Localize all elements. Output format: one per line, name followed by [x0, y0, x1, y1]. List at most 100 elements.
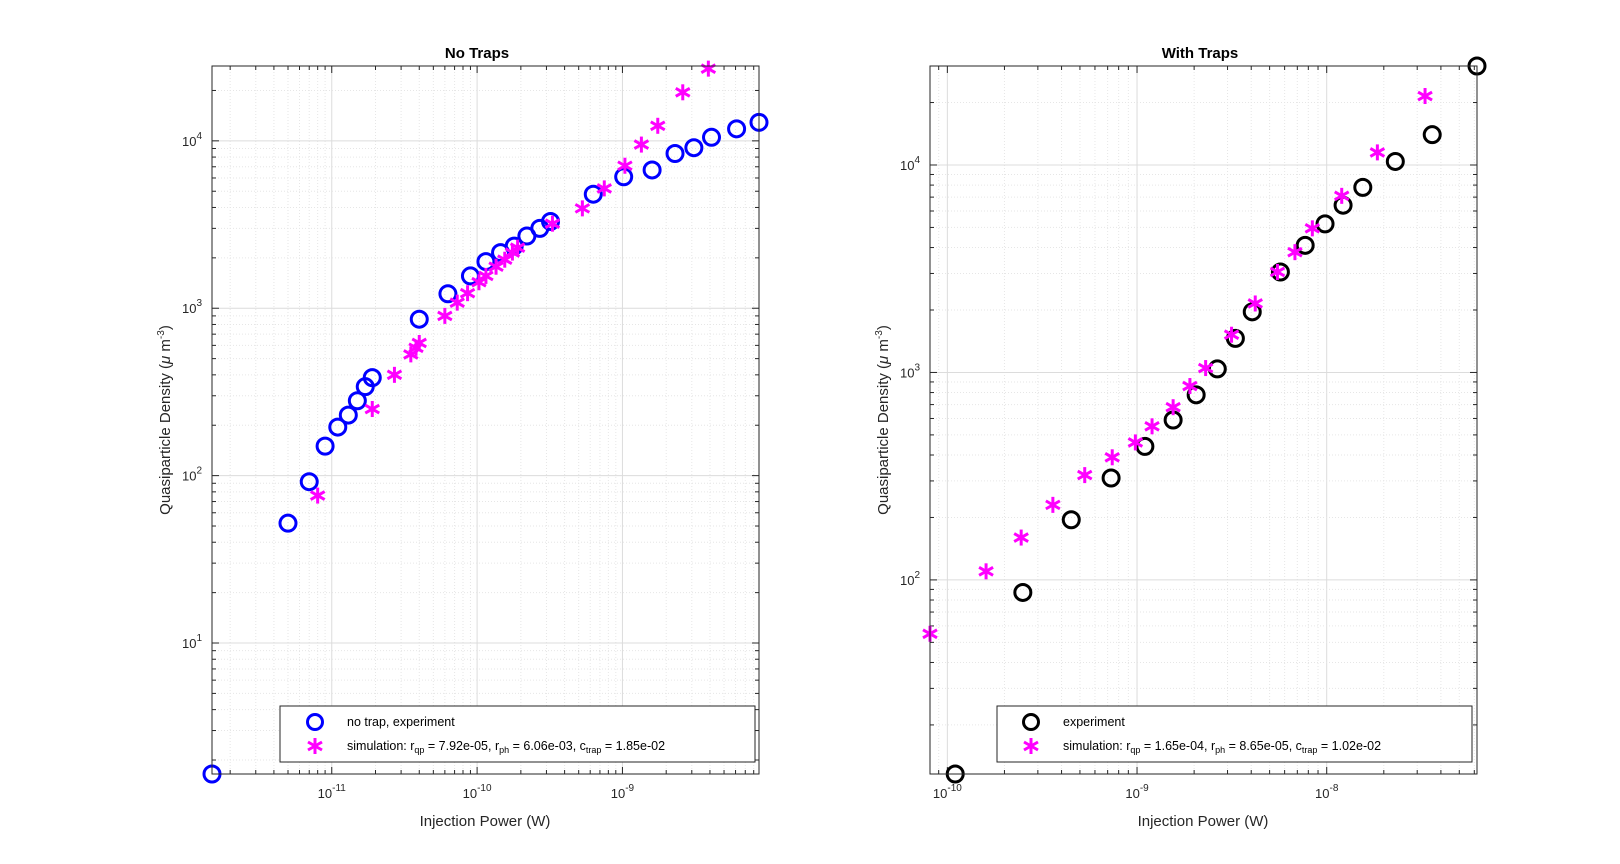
x-tick-label: 10-8 — [1315, 783, 1339, 801]
simulation-data-point — [449, 294, 465, 311]
experiment-data-point — [1295, 235, 1315, 255]
experiment-data-point — [1186, 385, 1206, 405]
plot-area — [930, 66, 1477, 774]
plot-frame — [929, 65, 1478, 775]
legend-sim-rqp-value: = 1.65e-04, r — [1140, 739, 1215, 753]
y-tick-label: 104 — [182, 131, 202, 149]
simulation-data-point — [478, 267, 494, 284]
simulation-data-point — [1104, 449, 1120, 466]
legend-sim-sub-qp: qp — [1130, 745, 1140, 755]
legend-label-experiment: experiment — [1063, 715, 1125, 729]
y-axis-label: Quasiparticle Density (μ m-3) — [874, 325, 892, 515]
experiment-data-point — [1422, 125, 1442, 145]
legend-sim-sub-ph: ph — [499, 745, 509, 755]
legend-circle-marker — [1022, 713, 1040, 731]
simulation-data-point — [1247, 295, 1263, 312]
simulation-data-point — [364, 401, 381, 418]
chart-no-traps: No Traps 10-11 10-10 10-9 101 102 103 104 Inje… — [156, 45, 769, 830]
simulation-data-point — [459, 285, 476, 302]
axis-ticks: 10-10 10-9 10-8 102 103 104 — [900, 65, 1477, 801]
legend: no trap, experiment simulation: rqp = 7.… — [279, 705, 756, 763]
y-axis-label-close: ) — [157, 325, 174, 330]
y-axis-label-close: ) — [875, 325, 892, 330]
legend: experiment simulation: rqp = 1.65e-04, r… — [996, 705, 1473, 763]
simulation-data-point — [1013, 529, 1029, 546]
experiment-data-point — [1101, 468, 1121, 488]
legend-sim-prefix: simulation: r — [1063, 739, 1130, 753]
simulation-data-point — [574, 200, 591, 217]
legend-box — [279, 705, 756, 763]
legend-circle-marker — [306, 713, 324, 731]
simulation-data-point — [1223, 326, 1240, 343]
legend-sim-rph-value: = 6.06e-03, c — [509, 739, 586, 753]
plot-frame — [211, 65, 760, 775]
simulation-data-point — [1127, 434, 1144, 451]
x-tick-label: 10-10 — [933, 783, 962, 801]
simulation-data-point — [596, 180, 613, 197]
legend-asterisk-marker — [307, 738, 323, 754]
chart-title: No Traps — [445, 45, 509, 62]
experiment-data-point — [362, 368, 382, 388]
simulation-data-point — [978, 563, 994, 580]
legend-sim-ctrap-value: = 1.85e-02 — [601, 739, 665, 753]
legend-asterisk-marker — [1023, 738, 1039, 754]
y-axis-label-mu: μ — [157, 356, 174, 365]
experiment-data-point — [1385, 151, 1405, 171]
y-axis-label-exp: -3 — [156, 330, 167, 339]
experiment-data-point — [409, 309, 429, 329]
simulation-data-point — [1076, 467, 1093, 484]
legend-sim-sub-ph: ph — [1215, 745, 1225, 755]
experiment-data-point — [299, 472, 319, 492]
plot-area — [212, 66, 759, 774]
simulation-data-point — [509, 239, 526, 256]
experiment-data-point — [727, 119, 747, 139]
y-axis-label-unit: m — [875, 339, 892, 356]
legend-sim-rph-value: = 8.65e-05, c — [1225, 739, 1302, 753]
x-tick-label: 10-9 — [1125, 783, 1149, 801]
legend-label-simulation: simulation: rqp = 7.92e-05, rph = 6.06e-… — [347, 739, 665, 755]
simulation-data-point — [650, 117, 666, 134]
experiment-data-point — [1013, 582, 1033, 602]
experiment-data-point — [328, 417, 348, 437]
data-series — [922, 56, 1487, 784]
y-axis-label: Quasiparticle Density (μ m-3) — [156, 325, 174, 515]
simulation-data-point — [1197, 360, 1214, 377]
legend-label-experiment: no trap, experiment — [347, 715, 455, 729]
grid-lines — [212, 66, 759, 774]
simulation-data-point — [386, 366, 403, 383]
experiment-data-point — [278, 513, 298, 533]
y-tick-label: 103 — [900, 362, 920, 380]
experiment-data-point — [665, 144, 685, 164]
experiment-data-point — [1353, 177, 1373, 197]
legend-sim-sub-trap: trap — [586, 745, 602, 755]
legend-box — [996, 705, 1473, 763]
y-axis-label-main: Quasiparticle Density ( — [157, 364, 174, 515]
experiment-data-point — [583, 184, 603, 204]
experiment-data-point — [1061, 510, 1081, 530]
x-axis-label: Injection Power (W) — [1138, 813, 1269, 830]
simulation-data-point — [497, 251, 513, 268]
simulation-data-point — [488, 258, 504, 275]
legend-sim-ctrap-value: = 1.02e-02 — [1317, 739, 1381, 753]
simulation-data-point — [1182, 378, 1198, 395]
y-tick-label: 102 — [182, 466, 202, 484]
simulation-data-point — [1369, 144, 1386, 161]
x-tick-label: 10-11 — [318, 783, 347, 801]
y-tick-label: 102 — [900, 570, 920, 588]
y-tick-label: 101 — [182, 633, 202, 651]
simulation-data-point — [411, 334, 428, 351]
simulation-data-point — [1165, 399, 1181, 416]
data-series — [202, 60, 769, 784]
y-axis-label-main: Quasiparticle Density ( — [875, 364, 892, 515]
simulation-data-point — [437, 307, 453, 324]
experiment-data-point — [1135, 436, 1155, 456]
experiment-data-point — [315, 436, 335, 456]
legend-sim-prefix: simulation: r — [347, 739, 414, 753]
simulation-data-point — [544, 215, 561, 232]
y-tick-label: 103 — [182, 298, 202, 316]
simulation-data-point — [1417, 88, 1433, 105]
x-axis-label: Injection Power (W) — [420, 813, 551, 830]
chart-title: With Traps — [1162, 45, 1239, 62]
legend-label-simulation: simulation: rqp = 1.65e-04, rph = 8.65e-… — [1063, 739, 1381, 755]
simulation-data-point — [1144, 418, 1160, 435]
